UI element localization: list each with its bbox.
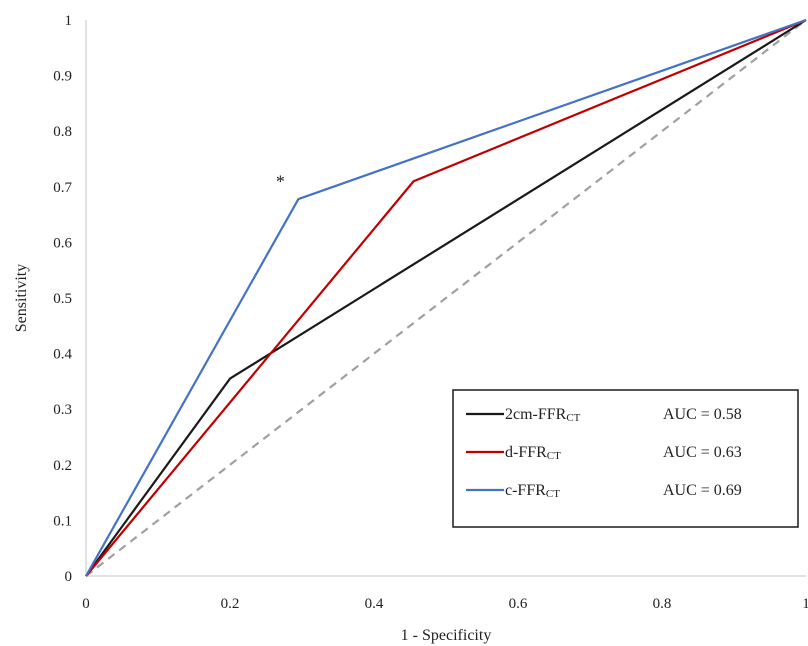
y-tick-label: 0 bbox=[65, 569, 73, 585]
y-axis-title: Sensitivity bbox=[13, 264, 30, 332]
series-line-0 bbox=[85, 19, 807, 577]
y-tick-label: 0.1 bbox=[53, 513, 72, 529]
legend-label-0: 2cm-FFRCT bbox=[505, 406, 581, 424]
series-group bbox=[85, 18, 807, 577]
y-tick-label: 0.7 bbox=[53, 180, 72, 196]
reference-line-group bbox=[85, 19, 807, 577]
reference-diagonal-line bbox=[85, 19, 807, 577]
series-line-1 bbox=[85, 18, 807, 577]
series-line-2 bbox=[85, 18, 807, 577]
x-tick-label: 1 bbox=[802, 596, 808, 612]
y-tick-label: 0.9 bbox=[53, 69, 72, 85]
y-tick-label: 0.3 bbox=[53, 402, 72, 418]
y-tick-label: 0.6 bbox=[53, 235, 72, 251]
legend-label-2: c-FFRCT bbox=[505, 482, 560, 500]
y-tick-label: 0.4 bbox=[53, 347, 72, 363]
legend-auc-1: AUC = 0.63 bbox=[663, 444, 742, 461]
ticks-group: 0 0.2 0.4 0.6 0.8 1 0 0.1 0.2 0.3 0.4 0.5 0.6 0.7 0.8 0… bbox=[53, 13, 808, 612]
y-tick-label: 1 bbox=[65, 13, 73, 29]
x-tick-label: 0.6 bbox=[509, 596, 528, 612]
x-axis-title: 1 - Specificity bbox=[401, 627, 492, 644]
y-tick-label: 0.2 bbox=[53, 458, 72, 474]
axes bbox=[85, 20, 806, 577]
x-tick-label: 0.2 bbox=[221, 596, 240, 612]
y-tick-label: 0.5 bbox=[53, 291, 72, 307]
x-tick-label: 0.8 bbox=[653, 596, 672, 612]
legend-auc-0: AUC = 0.58 bbox=[663, 406, 742, 423]
y-tick-label: 0.8 bbox=[53, 124, 72, 140]
x-tick-label: 0 bbox=[82, 596, 90, 612]
legend-box bbox=[452, 389, 799, 528]
x-tick-label: 0.4 bbox=[365, 596, 384, 612]
legend: 2cm-FFRCT AUC = 0.58 d-FFRCT AUC = 0.63 c-FF… bbox=[452, 389, 799, 528]
legend-label-1: d-FFRCT bbox=[505, 444, 561, 462]
significance-annotation: * bbox=[276, 172, 285, 192]
legend-auc-2: AUC = 0.69 bbox=[663, 482, 742, 499]
